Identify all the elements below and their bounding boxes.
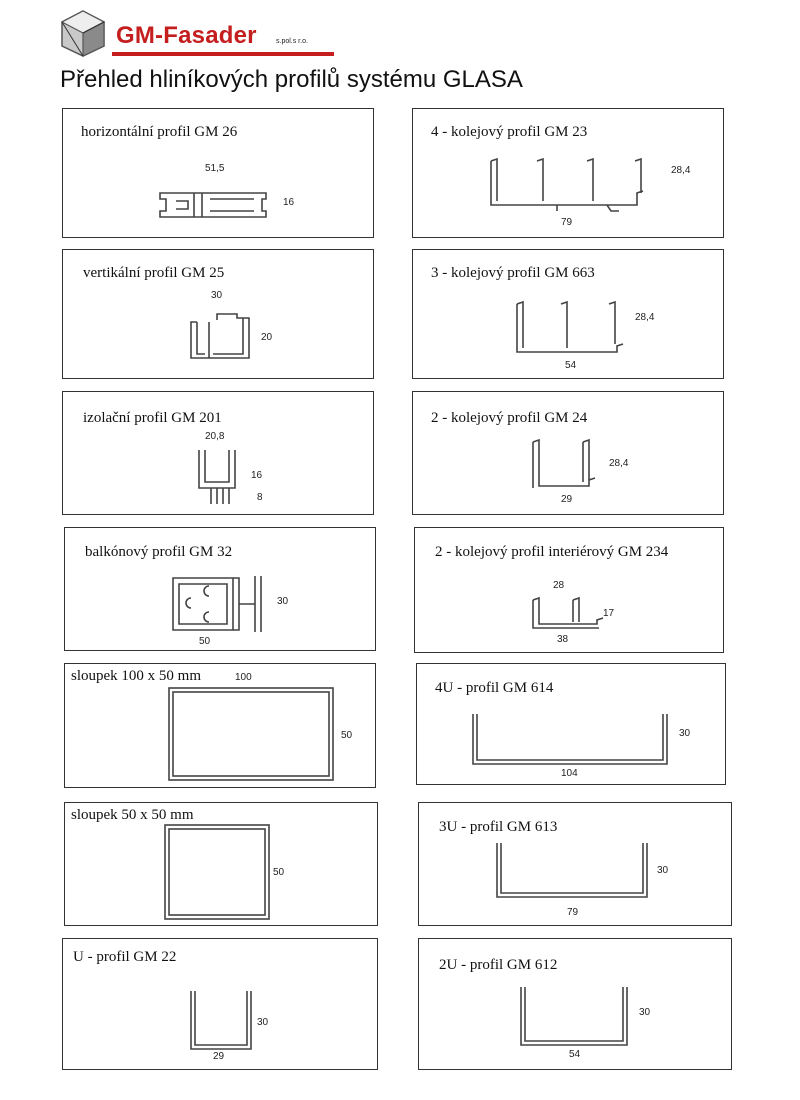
profile-drawing [516,300,624,353]
profile-card-gm663: 3 - kolejový profil GM 663 28,4 54 [412,249,724,379]
dimension-label: 54 [565,360,577,371]
dimension-label: 30 [257,1017,269,1028]
dimension-label: 50 [273,867,285,878]
profile-card-gm24: 2 - kolejový profil GM 24 28,4 29 [412,391,724,515]
profile-title: vertikální profil GM 25 [83,265,225,281]
profile-card-gm26: horizontální profil GM 26 51,5 16 [62,108,374,238]
dimension-label: 30 [277,596,289,607]
profile-card-column-50x50: sloupek 50 x 50 mm 50 [64,802,378,926]
profile-drawing [472,714,668,765]
dimension-label: 28,4 [671,165,691,176]
profile-title: 3 - kolejový profil GM 663 [431,265,595,281]
company-logo [58,8,358,60]
cube-logo-icon [60,10,106,57]
profile-title: 2U - profil GM 612 [439,957,558,973]
dimension-label: 16 [251,470,263,481]
dimension-label: 30 [639,1007,651,1018]
dimension-label: 29 [213,1051,225,1062]
dimension-label: 17 [603,608,615,619]
brand-suffix: s.pol.s r.o. [276,38,308,45]
brand-underline [112,52,334,56]
profile-title: 2 - kolejový profil GM 24 [431,410,588,426]
profile-title: 4 - kolejový profil GM 23 [431,124,588,140]
profile-card-gm612: 2U - profil GM 612 30 54 [418,938,732,1070]
profile-card-gm614: 4U - profil GM 614 30 104 [416,663,726,785]
dimension-label: 20,8 [205,431,225,442]
dimension-label: 8 [257,492,263,503]
dimension-label: 54 [569,1049,581,1060]
dimension-label: 20 [261,332,273,343]
profile-drawing [190,313,250,359]
profile-card-gm613: 3U - profil GM 613 30 79 [418,802,732,926]
profile-card-gm23: 4 - kolejový profil GM 23 28,4 79 [412,108,724,238]
page-title: Přehled hliníkových profilů systému GLAS… [60,66,523,93]
profile-card-gm25: vertikální profil GM 25 30 20 [62,249,374,379]
dimension-label: 100 [235,672,252,683]
dimension-label: 28,4 [635,312,655,323]
dimension-label: 30 [679,728,691,739]
profile-drawing [520,987,628,1046]
profile-title: sloupek 100 x 50 mm [71,668,201,684]
profile-drawing [198,450,236,504]
dimension-label: 79 [561,217,573,228]
profile-card-gm234: 2 - kolejový profil interiérový GM 234 2… [414,527,724,653]
profile-card-column-100x50: sloupek 100 x 50 mm 100 50 [64,663,376,788]
profile-drawing [164,824,270,920]
profile-drawing [532,596,604,629]
profile-title: horizontální profil GM 26 [81,124,238,140]
dimension-label: 51,5 [205,163,225,174]
profile-title: U - profil GM 22 [73,949,177,965]
dimension-label: 38 [557,634,569,645]
dimension-label: 50 [341,730,353,741]
dimension-label: 30 [657,865,669,876]
profile-title: balkónový profil GM 32 [85,544,233,560]
profile-drawing [190,991,252,1050]
profile-drawing [532,438,596,488]
profile-card-gm22: U - profil GM 22 30 29 [62,938,378,1070]
profile-title: 4U - profil GM 614 [435,680,554,696]
dimension-label: 16 [283,197,295,208]
dimension-label: 104 [561,768,578,779]
profile-title: sloupek 50 x 50 mm [71,807,194,823]
profile-title: izolační profil GM 201 [83,410,222,426]
dimension-label: 50 [199,636,211,647]
profile-card-gm32: balkónový profil GM 32 30 50 [64,527,376,651]
dimension-label: 28,4 [609,458,629,469]
dimension-label: 79 [567,907,579,918]
profile-title: 2 - kolejový profil interiérový GM 234 [435,544,669,560]
profile-drawing [490,157,644,212]
profile-drawing [159,192,267,218]
profile-drawing [496,843,648,898]
profile-card-gm201: izolační profil GM 201 20,8 16 8 [62,391,374,515]
profile-drawing [168,687,334,781]
profile-title: 3U - profil GM 613 [439,819,558,835]
brand-name: GM-Fasader [116,22,257,49]
dimension-label: 30 [211,290,223,301]
dimension-label: 28 [553,580,565,591]
dimension-label: 29 [561,494,573,505]
profile-drawing [172,576,262,632]
